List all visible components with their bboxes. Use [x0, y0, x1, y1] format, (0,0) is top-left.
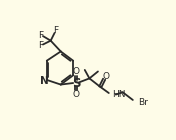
Text: Br: Br: [138, 98, 148, 107]
Text: S: S: [72, 77, 80, 89]
Text: HN: HN: [112, 90, 125, 99]
Text: F: F: [38, 31, 43, 40]
Text: F: F: [38, 41, 43, 50]
Text: O: O: [73, 67, 80, 76]
Text: F: F: [53, 26, 58, 35]
Text: O: O: [73, 90, 80, 99]
Text: N: N: [40, 76, 49, 86]
Text: O: O: [102, 72, 109, 81]
